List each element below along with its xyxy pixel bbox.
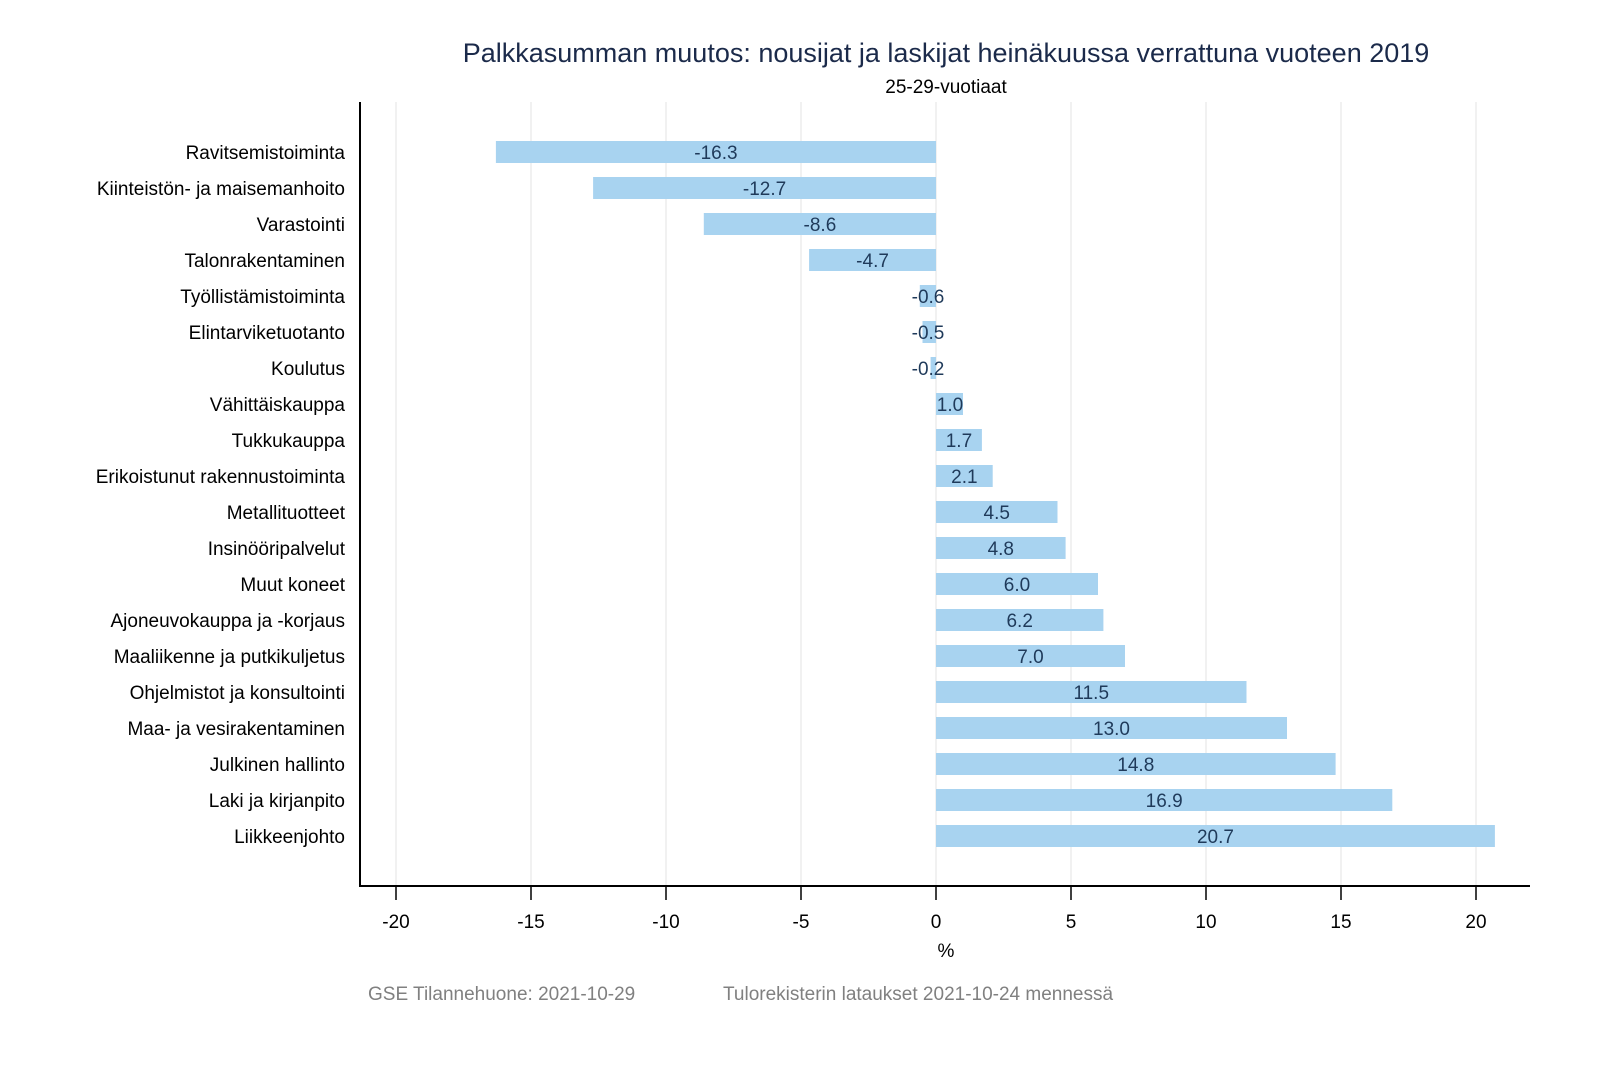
bar-value-label: 4.8 bbox=[988, 539, 1014, 560]
x-tick-label: -5 bbox=[793, 912, 810, 933]
bar-value-label: -0.5 bbox=[912, 323, 945, 344]
x-axis-label: % bbox=[938, 941, 955, 962]
category-label: Muut koneet bbox=[240, 575, 345, 596]
category-label: Talonrakentaminen bbox=[184, 251, 345, 272]
footer-source: GSE Tilannehuone: 2021-10-29 bbox=[368, 984, 635, 1005]
bar bbox=[936, 573, 1098, 595]
category-label: Varastointi bbox=[257, 215, 345, 236]
bar bbox=[936, 789, 1393, 811]
footer-note: Tulorekisterin lataukset 2021-10-24 menn… bbox=[723, 984, 1113, 1005]
category-label: Koulutus bbox=[271, 359, 345, 380]
x-tick-label: 5 bbox=[1066, 912, 1077, 933]
category-label: Elintarviketuotanto bbox=[189, 323, 345, 344]
bar-value-label: -4.7 bbox=[856, 251, 889, 272]
category-label: Insinööripalvelut bbox=[208, 539, 346, 560]
bar bbox=[936, 681, 1247, 703]
x-axis-ticks: -20 -15 -10 -5 0 5 10 15 20 bbox=[382, 886, 1487, 933]
x-tick-label: 0 bbox=[931, 912, 942, 933]
bar bbox=[593, 177, 936, 199]
bar-value-label: 6.2 bbox=[1006, 611, 1032, 632]
bar-value-label: -8.6 bbox=[804, 215, 837, 236]
bar-value-label: 2.1 bbox=[951, 467, 977, 488]
category-label: Julkinen hallinto bbox=[210, 755, 345, 776]
value-labels: -16.3 -12.7 -8.6 -4.7 -0.6 -0.5 -0.2 1.0 1.7 2.1 4… bbox=[694, 143, 1234, 848]
category-label: Tukkukauppa bbox=[232, 431, 346, 452]
category-label: Metallituotteet bbox=[227, 503, 346, 524]
category-label: Maa- ja vesirakentaminen bbox=[127, 719, 345, 740]
bar-value-label: 13.0 bbox=[1093, 719, 1130, 740]
bar bbox=[936, 717, 1287, 739]
bar-value-label: 7.0 bbox=[1017, 647, 1043, 668]
bar bbox=[703, 213, 936, 235]
bar bbox=[936, 609, 1104, 631]
x-tick-label: -10 bbox=[652, 912, 679, 933]
bar-value-label: -16.3 bbox=[694, 143, 737, 164]
x-tick-label: 20 bbox=[1465, 912, 1486, 933]
bar bbox=[495, 141, 936, 163]
category-label: Maaliikenne ja putkikuljetus bbox=[114, 647, 345, 668]
category-label: Vähittäiskauppa bbox=[210, 395, 346, 416]
bar-value-label: 4.5 bbox=[984, 503, 1010, 524]
bar bbox=[936, 465, 993, 487]
bar bbox=[919, 285, 936, 307]
x-tick-label: -15 bbox=[517, 912, 544, 933]
bar-value-label: 20.7 bbox=[1197, 827, 1234, 848]
category-label: Työllistämistoiminta bbox=[180, 287, 345, 308]
bar bbox=[936, 429, 982, 451]
category-label: Kiinteistön- ja maisemanhoito bbox=[97, 179, 345, 200]
bar bbox=[809, 249, 936, 271]
x-tick-label: 10 bbox=[1195, 912, 1216, 933]
bar-value-label: 1.7 bbox=[946, 431, 972, 452]
bar bbox=[936, 393, 963, 415]
bar bbox=[936, 537, 1066, 559]
bar-value-label: -0.6 bbox=[912, 287, 945, 308]
category-label: Erikoistunut rakennustoiminta bbox=[96, 467, 346, 488]
bar-value-label: 6.0 bbox=[1004, 575, 1030, 596]
bar bbox=[936, 501, 1058, 523]
bar-value-label: 16.9 bbox=[1146, 791, 1183, 812]
bar bbox=[936, 645, 1125, 667]
x-tick-label: -20 bbox=[382, 912, 409, 933]
chart-subtitle: 25-29-vuotiaat bbox=[885, 77, 1007, 98]
bar-value-label: 14.8 bbox=[1117, 755, 1154, 776]
category-label: Ajoneuvokauppa ja -korjaus bbox=[111, 611, 346, 632]
bar-value-label: -12.7 bbox=[743, 179, 786, 200]
bar bbox=[930, 357, 936, 379]
bar bbox=[936, 825, 1495, 847]
category-label: Laki ja kirjanpito bbox=[209, 791, 345, 812]
bar-value-label: 1.0 bbox=[937, 395, 963, 416]
bars bbox=[495, 141, 1495, 847]
category-label: Ravitsemistoiminta bbox=[186, 143, 346, 164]
category-labels: Ravitsemistoiminta Kiinteistön- ja maisem… bbox=[96, 143, 346, 848]
category-label: Liikkeenjohto bbox=[234, 827, 345, 848]
bar bbox=[922, 321, 936, 343]
chart-title: Palkkasumman muutos: nousijat ja laskija… bbox=[463, 38, 1430, 68]
category-label: Ohjelmistot ja konsultointi bbox=[130, 683, 345, 704]
bar bbox=[936, 753, 1336, 775]
bar-value-label: -0.2 bbox=[912, 359, 945, 380]
x-tick-label: 15 bbox=[1330, 912, 1351, 933]
bar-value-label: 11.5 bbox=[1073, 683, 1109, 704]
